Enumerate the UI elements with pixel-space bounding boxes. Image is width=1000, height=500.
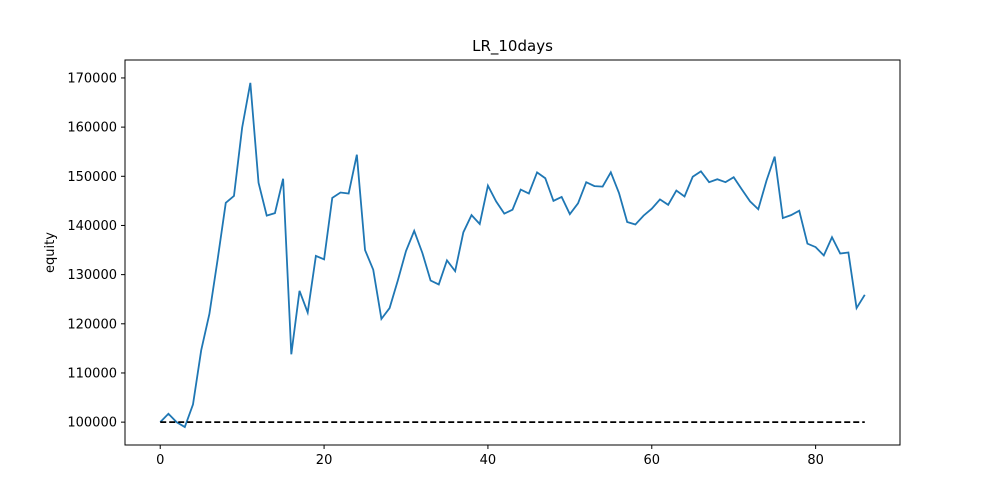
y-tick-label: 120000: [67, 317, 117, 332]
x-tick-label: 60: [643, 453, 660, 468]
y-tick-label: 150000: [67, 170, 117, 185]
x-axis: 0 20 40 60 80: [156, 445, 824, 468]
y-axis-label: equity: [43, 232, 58, 273]
x-tick-label: 40: [480, 453, 497, 468]
x-tick-label: 0: [156, 453, 164, 468]
plot-frame: [124, 59, 901, 446]
y-tick-label: 110000: [67, 366, 117, 381]
y-tick-label: 160000: [67, 121, 117, 136]
x-tick-label: 80: [807, 453, 824, 468]
y-axis: 100000 110000 120000 130000 140000 150000 1600…: [67, 71, 125, 431]
x-tick-label: 20: [316, 453, 333, 468]
y-tick-label: 170000: [67, 71, 117, 86]
chart-title: LR_10days: [472, 37, 553, 56]
series-layer: [159, 82, 866, 429]
y-tick-label: 130000: [67, 268, 117, 283]
equity-series-line: [159, 82, 866, 429]
y-tick-label: 100000: [67, 416, 117, 431]
y-tick-label: 140000: [67, 219, 117, 234]
